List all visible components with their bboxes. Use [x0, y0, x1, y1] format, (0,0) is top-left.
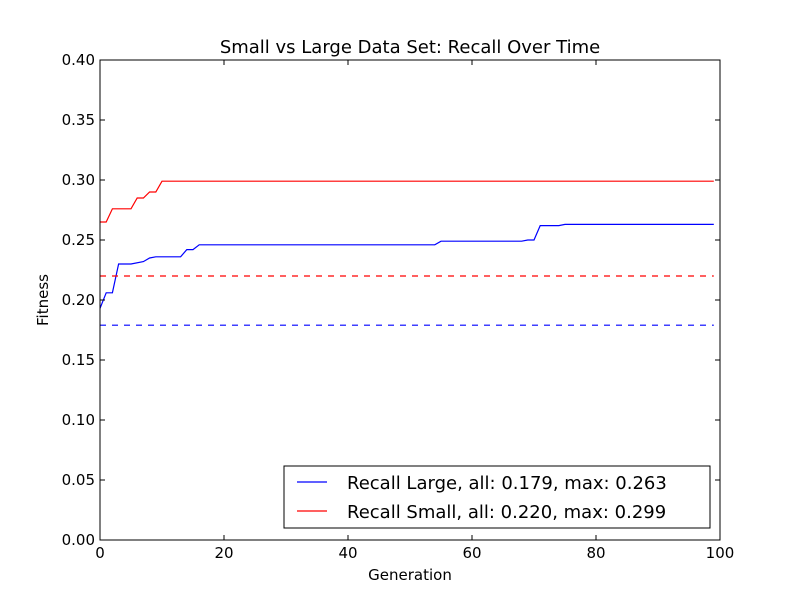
x-tick-label: 0	[95, 544, 105, 562]
legend: Recall Large, all: 0.179, max: 0.263 Rec…	[283, 465, 711, 529]
x-axis-label: Generation	[368, 566, 452, 584]
y-tick-label: 0.40	[62, 51, 95, 69]
tick-layer: 0 20 40 60 80 100 0.00 0.05 0.10 0.15 0.20 0.25 0.30…	[62, 51, 735, 562]
series-recall-large	[99, 223, 714, 309]
y-tick-label: 0.35	[62, 111, 95, 129]
y-axis-label: Fitness	[34, 274, 52, 326]
x-tick-label: 40	[338, 544, 357, 562]
y-tick-label: 0.25	[62, 231, 95, 249]
y-tick-label: 0.00	[62, 531, 95, 549]
x-tick-label: 20	[214, 544, 233, 562]
x-tick-label: 100	[706, 544, 735, 562]
series-recall-small	[100, 180, 714, 223]
legend-box	[283, 465, 711, 529]
y-tick-label: 0.15	[62, 351, 95, 369]
legend-label-recall-large: Recall Large, all: 0.179, max: 0.263	[347, 473, 667, 494]
y-tick-label: 0.20	[62, 291, 95, 309]
x-tick-label: 60	[462, 544, 481, 562]
y-tick-label: 0.10	[62, 411, 95, 429]
legend-label-recall-small: Recall Small, all: 0.220, max: 0.299	[347, 502, 666, 523]
series-layer	[99, 180, 714, 326]
y-tick-label: 0.05	[62, 471, 95, 489]
y-tick-label: 0.30	[62, 171, 95, 189]
x-tick-label: 80	[586, 544, 605, 562]
chart-title: Small vs Large Data Set: Recall Over Tim…	[220, 37, 600, 58]
